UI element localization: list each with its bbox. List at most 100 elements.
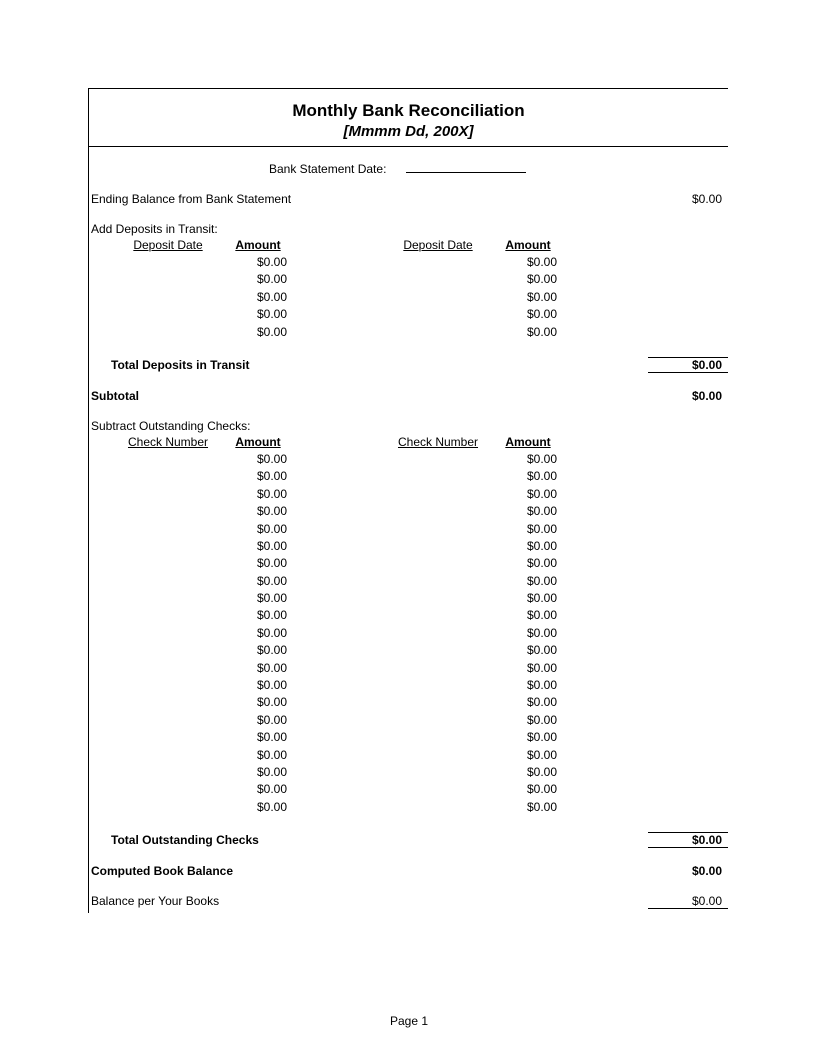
deposit-key-left[interactable] <box>113 289 223 306</box>
bank-statement-date-input-line[interactable] <box>406 161 526 173</box>
check-key-right[interactable] <box>383 468 493 485</box>
check-key-right[interactable] <box>383 590 493 607</box>
checks-rows: $0.00$0.00$0.00$0.00$0.00$0.00$0.00$0.00… <box>89 451 728 816</box>
deposit-key-left[interactable] <box>113 306 223 323</box>
deposit-key-left[interactable] <box>113 271 223 288</box>
deposit-row: $0.00$0.00 <box>89 289 728 306</box>
check-key-left[interactable] <box>113 538 223 555</box>
check-key-right[interactable] <box>383 538 493 555</box>
check-key-left[interactable] <box>113 660 223 677</box>
check-key-left[interactable] <box>113 521 223 538</box>
check-key-right[interactable] <box>383 694 493 711</box>
check-key-left[interactable] <box>113 729 223 746</box>
check-row: $0.00$0.00 <box>89 781 728 798</box>
check-key-left[interactable] <box>113 799 223 816</box>
check-amount-left: $0.00 <box>223 781 293 798</box>
check-row: $0.00$0.00 <box>89 677 728 694</box>
check-key-right[interactable] <box>383 764 493 781</box>
check-key-right[interactable] <box>383 573 493 590</box>
check-amount-left: $0.00 <box>223 521 293 538</box>
check-key-left[interactable] <box>113 747 223 764</box>
check-key-left[interactable] <box>113 625 223 642</box>
check-key-left[interactable] <box>113 607 223 624</box>
check-key-left[interactable] <box>113 694 223 711</box>
deposit-amount-right: $0.00 <box>493 289 563 306</box>
check-key-right[interactable] <box>383 625 493 642</box>
check-amount-left: $0.00 <box>223 660 293 677</box>
deposit-amount-left: $0.00 <box>223 271 293 288</box>
check-key-right[interactable] <box>383 503 493 520</box>
deposit-amount-right: $0.00 <box>493 306 563 323</box>
total-checks-row: Total Outstanding Checks $0.00 <box>89 816 728 852</box>
check-key-left[interactable] <box>113 451 223 468</box>
check-key-left[interactable] <box>113 764 223 781</box>
check-key-left[interactable] <box>113 573 223 590</box>
check-key-left[interactable] <box>113 712 223 729</box>
check-key-right[interactable] <box>383 799 493 816</box>
deposit-key-left[interactable] <box>113 324 223 341</box>
deposit-key-right[interactable] <box>383 254 493 271</box>
check-amount-right: $0.00 <box>493 607 563 624</box>
check-key-right[interactable] <box>383 521 493 538</box>
check-key-right[interactable] <box>383 451 493 468</box>
check-row: $0.00$0.00 <box>89 642 728 659</box>
check-row: $0.00 $0.00 <box>89 729 728 746</box>
check-amount-left: $0.00 <box>223 486 293 503</box>
check-amount-header-right: Amount <box>493 435 563 449</box>
check-amount-left: $0.00 <box>223 451 293 468</box>
check-row: $0.00$0.00 <box>89 694 728 711</box>
ending-balance-label: Ending Balance from Bank Statement <box>89 192 648 206</box>
check-amount-right: $0.00 <box>493 642 563 659</box>
bank-statement-date-row: Bank Statement Date: <box>89 147 728 180</box>
check-key-right[interactable] <box>383 712 493 729</box>
subtotal-label: Subtotal <box>89 389 648 403</box>
total-checks-value: $0.00 <box>648 832 728 848</box>
check-key-left[interactable] <box>113 642 223 659</box>
check-key-left[interactable] <box>113 468 223 485</box>
deposit-key-left[interactable] <box>113 254 223 271</box>
check-key-right[interactable] <box>383 607 493 624</box>
deposit-amount-left: $0.00 <box>223 306 293 323</box>
check-amount-left: $0.00 <box>223 747 293 764</box>
check-key-right[interactable] <box>383 781 493 798</box>
document-header: Monthly Bank Reconciliation [Mmmm Dd, 20… <box>89 89 728 147</box>
check-key-left[interactable] <box>113 555 223 572</box>
deposit-amount-left: $0.00 <box>223 324 293 341</box>
subtotal-value: $0.00 <box>648 389 728 403</box>
check-key-right[interactable] <box>383 747 493 764</box>
deposit-key-right[interactable] <box>383 306 493 323</box>
total-deposits-row: Total Deposits in Transit $0.00 <box>89 341 728 377</box>
check-key-right[interactable] <box>383 677 493 694</box>
deposit-date-header-left: Deposit Date <box>113 238 223 252</box>
total-deposits-value: $0.00 <box>648 357 728 373</box>
check-amount-right: $0.00 <box>493 538 563 555</box>
check-key-left[interactable] <box>113 590 223 607</box>
check-amount-right: $0.00 <box>493 486 563 503</box>
deposits-column-headers: Deposit Date Amount Deposit Date Amount <box>89 236 728 254</box>
deposit-key-right[interactable] <box>383 324 493 341</box>
check-key-right[interactable] <box>383 642 493 659</box>
check-key-left[interactable] <box>113 503 223 520</box>
check-key-left[interactable] <box>113 486 223 503</box>
check-key-right[interactable] <box>383 660 493 677</box>
check-row: $0.00$0.00 <box>89 451 728 468</box>
check-amount-right: $0.00 <box>493 729 563 746</box>
check-key-right[interactable] <box>383 486 493 503</box>
computed-balance-value: $0.00 <box>648 864 728 878</box>
deposit-key-right[interactable] <box>383 271 493 288</box>
check-amount-left: $0.00 <box>223 729 293 746</box>
check-key-right[interactable] <box>383 555 493 572</box>
deposit-key-right[interactable] <box>383 289 493 306</box>
check-row: $0.00$0.00 <box>89 538 728 555</box>
deposit-amount-right: $0.00 <box>493 271 563 288</box>
check-amount-left: $0.00 <box>223 555 293 572</box>
check-key-right[interactable] <box>383 729 493 746</box>
check-amount-right: $0.00 <box>493 799 563 816</box>
page-number: Page 1 <box>0 1014 818 1028</box>
check-key-left[interactable] <box>113 781 223 798</box>
deposits-header: Add Deposits in Transit: <box>89 210 728 236</box>
check-row: $0.00$0.00 <box>89 799 728 816</box>
check-key-left[interactable] <box>113 677 223 694</box>
check-amount-right: $0.00 <box>493 747 563 764</box>
check-row: $0.00$0.00 <box>89 712 728 729</box>
